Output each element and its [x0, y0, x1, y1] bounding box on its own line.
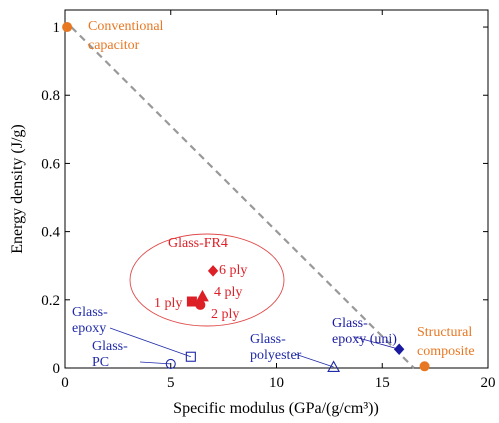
label-line: Glass-: [250, 332, 286, 347]
y-tick-label: 1: [53, 20, 61, 36]
point-6-ply: [207, 265, 219, 277]
y-tick-label: 0.6: [41, 156, 60, 172]
label-line: epoxy (uni): [332, 332, 397, 347]
label-glass-epoxy-uni: Glass-epoxy (uni): [332, 316, 397, 347]
label-line: Structural: [417, 325, 472, 340]
label-1-ply: 1 ply: [154, 296, 182, 311]
y-tick-label: 0.8: [41, 88, 60, 104]
label-glass-pc: Glass-PC: [92, 339, 128, 370]
label-line: 2 ply: [211, 307, 239, 322]
x-tick-label: 5: [167, 375, 175, 391]
x-tick-label: 10: [269, 375, 284, 391]
point-glass-epoxy: [185, 351, 196, 362]
label-structural-composite: Structural composite: [417, 325, 475, 359]
label-line: 4 ply: [214, 285, 242, 300]
x-tick-label: 15: [375, 375, 390, 391]
glass-fr4-group-ellipse: [129, 233, 285, 327]
y-tick-label: 0: [53, 361, 61, 377]
label-6-ply: 6 ply: [219, 263, 247, 278]
label-line: PC: [92, 355, 109, 370]
leader-glass-epoxy: [109, 327, 191, 358]
x-tick-label: 0: [61, 375, 69, 391]
label-line: Conventional: [88, 19, 164, 34]
plot-frame: [64, 9, 489, 369]
label-conventional-capacitor: Conventional capacitor: [88, 19, 164, 53]
x-axis-label: Specific modulus (GPa/(g/cm³)): [173, 400, 379, 417]
trend-line: [70, 26, 415, 369]
point-conventional-capacitor: [62, 22, 73, 33]
label-4-ply: 4 ply: [214, 285, 242, 300]
point-glass-polyester: [327, 360, 341, 373]
x-tick-label: 20: [481, 375, 496, 391]
y-tick-label: 0.4: [41, 225, 60, 241]
leader-glass-pc: [139, 361, 171, 365]
leader-glass-polyester: [294, 353, 334, 368]
label-line: 6 ply: [219, 263, 247, 278]
label-line: epoxy: [72, 321, 106, 336]
point-structural-composite: [419, 361, 430, 372]
label-2-ply: 2 ply: [211, 307, 239, 322]
point-1-ply: [186, 296, 197, 307]
glass-fr4-label: Glass-FR4: [168, 236, 228, 251]
label-glass-polyester: Glass-polyester: [250, 332, 302, 363]
label-line: Glass-: [92, 339, 128, 354]
label-line: composite: [417, 344, 475, 359]
y-tick-label: 0.2: [41, 293, 60, 309]
label-line: Glass-: [332, 316, 368, 331]
label-line: polyester: [250, 348, 302, 363]
leader-glass-epoxy-uni: [354, 336, 400, 350]
point-2-ply: [195, 299, 206, 310]
label-glass-epoxy: Glass-epoxy: [72, 305, 108, 336]
label-line: 1 ply: [154, 296, 182, 311]
point-4-ply: [196, 289, 209, 302]
label-line: capacitor: [88, 38, 140, 53]
label-line: Glass-: [72, 305, 108, 320]
y-axis-label: Energy density (J/g): [9, 124, 26, 253]
